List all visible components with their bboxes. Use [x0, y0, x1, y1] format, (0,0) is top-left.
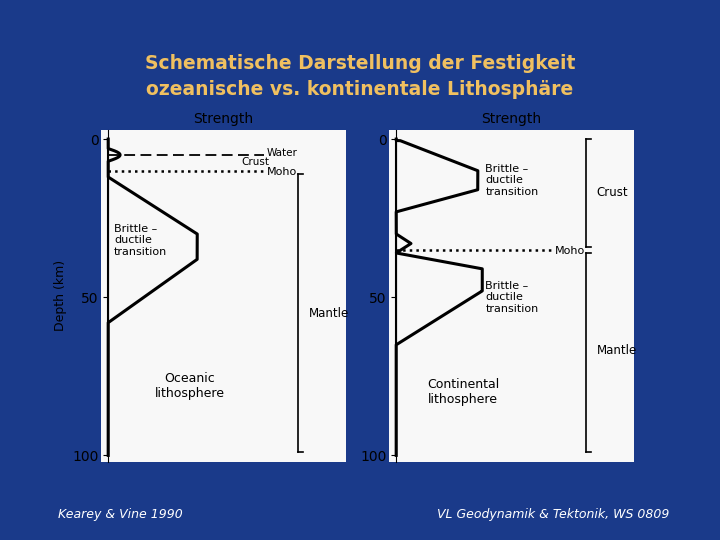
Text: Mantle: Mantle	[596, 345, 636, 357]
Text: Schematische Darstellung der Festigkeit
ozeanische vs. kontinentale Lithosphäre: Schematische Darstellung der Festigkeit …	[145, 54, 575, 99]
Text: Moho: Moho	[267, 167, 297, 177]
Y-axis label: Depth (km): Depth (km)	[53, 260, 66, 331]
Text: Brittle –
ductile
transition: Brittle – ductile transition	[485, 164, 539, 197]
Text: Mantle: Mantle	[308, 307, 348, 320]
Text: Brittle –
ductile
transition: Brittle – ductile transition	[485, 281, 539, 314]
Text: Moho: Moho	[555, 246, 585, 256]
Text: Kearey & Vine 1990: Kearey & Vine 1990	[58, 508, 182, 521]
Title: Strength: Strength	[193, 112, 253, 126]
Text: Crust: Crust	[596, 186, 628, 199]
Text: Crust: Crust	[242, 157, 270, 167]
Title: Strength: Strength	[481, 112, 541, 126]
Text: Oceanic
lithosphere: Oceanic lithosphere	[155, 372, 225, 400]
Text: Brittle –
ductile
transition: Brittle – ductile transition	[114, 224, 168, 257]
Text: VL Geodynamik & Tektonik, WS 0809: VL Geodynamik & Tektonik, WS 0809	[437, 508, 670, 521]
Text: Continental
lithosphere: Continental lithosphere	[427, 378, 499, 406]
Text: Water: Water	[267, 148, 298, 158]
